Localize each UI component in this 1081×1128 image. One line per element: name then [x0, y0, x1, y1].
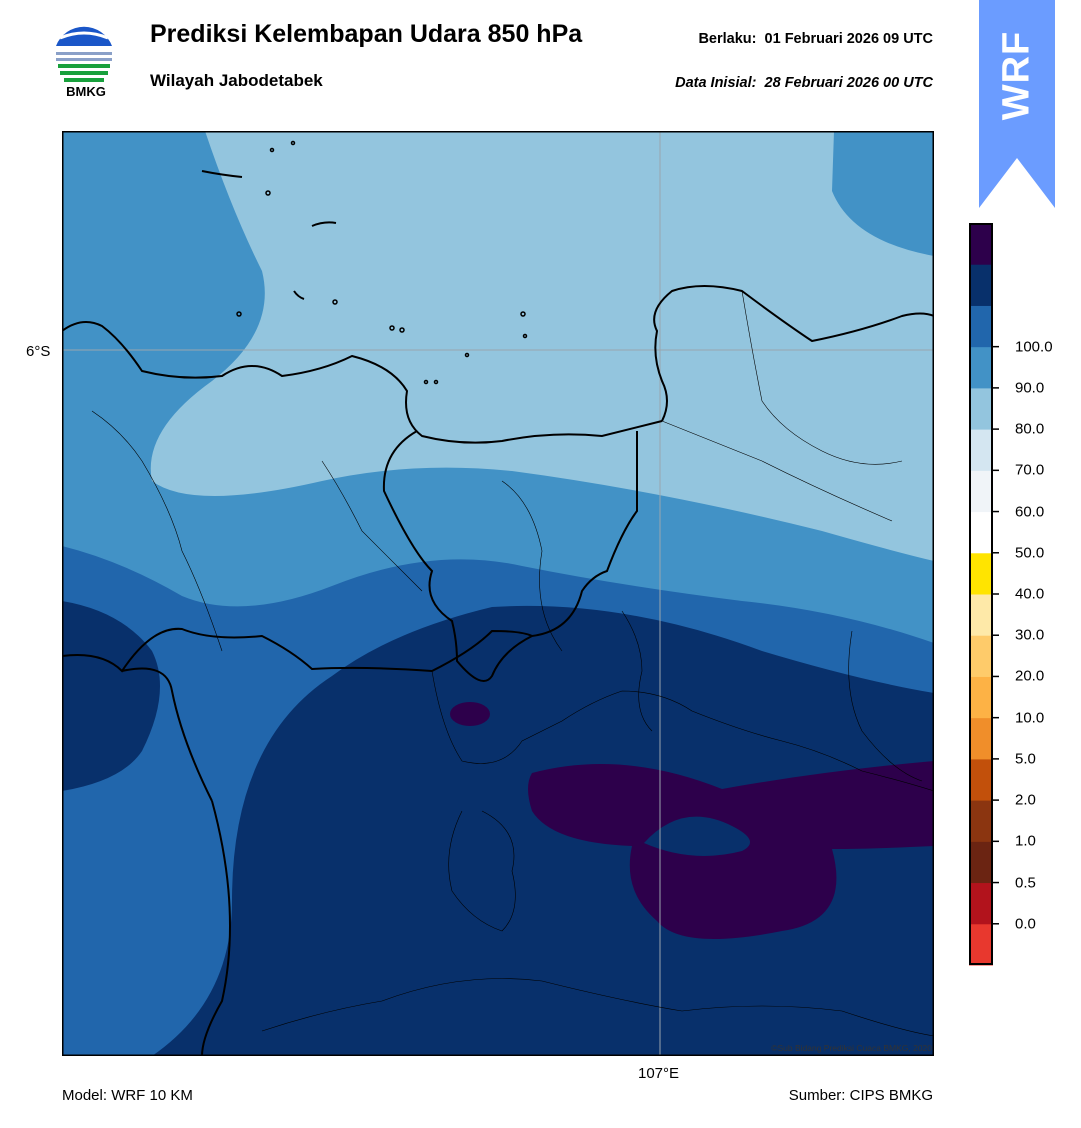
page-title: Prediksi Kelembapan Udara 850 hPa: [150, 20, 583, 48]
colorbar-swatch: [969, 429, 993, 471]
colorbar-swatch: [969, 923, 993, 966]
colorbar-tick-label: 10.0: [1015, 709, 1045, 727]
model-label: Model: WRF 10 KM: [62, 1087, 193, 1104]
colorbar-swatch: [969, 882, 993, 925]
bmkg-logo-text: BMKG: [66, 84, 106, 99]
source-label: Sumber: CIPS BMKG: [788, 1087, 933, 1104]
colorbar-tick-label: 90.0: [1015, 379, 1045, 397]
region-subtitle: Wilayah Jabodetabek: [150, 71, 323, 90]
init-time-value: 28 Februari 2026 00 UTC: [764, 75, 933, 91]
init-time: Data Inisial: 28 Februari 2026 00 UTC: [675, 75, 933, 91]
colorbar-tick-label: 50.0: [1015, 544, 1045, 562]
colorbar-swatch: [969, 223, 993, 265]
init-time-label: Data Inisial:: [675, 75, 757, 91]
colorbar-tick-label: 1.0: [1015, 832, 1036, 850]
latitude-label: 6°S: [26, 343, 51, 360]
valid-time-label: Berlaku:: [698, 31, 757, 47]
wrf-badge-icon: [979, 0, 1055, 208]
colorbar-tick-label: 60.0: [1015, 503, 1045, 521]
colorbar-swatch: [969, 470, 993, 513]
colorbar-swatch: [969, 800, 993, 842]
colorbar-tick-label: 20.0: [1015, 667, 1045, 685]
colorbar-tick-label: 30.0: [1015, 626, 1045, 644]
valid-time-value: 01 Februari 2026 09 UTC: [764, 31, 933, 47]
colorbar-swatch: [969, 758, 993, 801]
colorbar-tick-label: 5.0: [1015, 750, 1036, 768]
map-credit: ©Sub Bidang Prediksi Cuaca BMKG, 2020: [771, 1043, 932, 1053]
colorbar-tick-label: 2.0: [1015, 791, 1036, 809]
bmkg-logo-icon: [54, 24, 114, 84]
colorbar-swatch: [969, 346, 993, 389]
colorbar-tick-label: 70.0: [1015, 461, 1045, 479]
colorbar-swatch: [969, 552, 993, 595]
colorbar-swatch: [969, 305, 993, 348]
colorbar-swatch: [969, 594, 993, 636]
colorbar-tick-label: 80.0: [1015, 420, 1045, 438]
humidity-colorbar: [969, 223, 999, 966]
colorbar-swatch: [969, 635, 993, 677]
humidity-map: [62, 131, 934, 1056]
colorbar-swatch: [969, 511, 993, 554]
colorbar-tick-label: 0.5: [1015, 874, 1036, 892]
colorbar-swatch: [969, 387, 993, 430]
colorbar-swatch: [969, 841, 993, 884]
valid-time: Berlaku: 01 Februari 2026 09 UTC: [698, 31, 933, 47]
colorbar-tick-label: 40.0: [1015, 585, 1045, 603]
wrf-badge-label: WRF: [995, 30, 1038, 120]
colorbar-tick-label: 100.0: [1015, 338, 1053, 356]
colorbar-swatch: [969, 717, 993, 760]
colorbar-tick-label: 0.0: [1015, 915, 1036, 933]
colorbar-swatch: [969, 264, 993, 306]
colorbar-swatch: [969, 676, 993, 719]
longitude-label: 107°E: [638, 1065, 680, 1082]
